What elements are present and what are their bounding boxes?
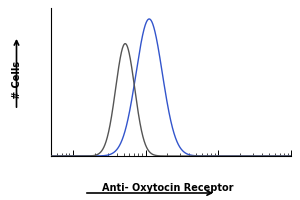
Text: # Cells: # Cells (11, 61, 22, 99)
Text: Anti- Oxytocin Receptor: Anti- Oxytocin Receptor (102, 183, 234, 193)
